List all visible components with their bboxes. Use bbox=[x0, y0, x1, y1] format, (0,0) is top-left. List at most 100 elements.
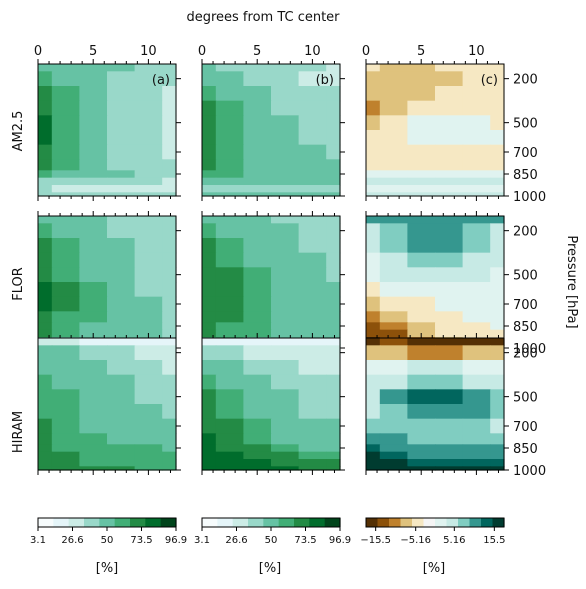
heatmap-cell bbox=[435, 64, 463, 72]
heatmap-cell bbox=[490, 159, 504, 171]
heatmap-cell bbox=[435, 452, 463, 460]
heatmap-cell bbox=[326, 282, 340, 297]
heatmap-cell bbox=[107, 253, 135, 268]
heatmap-cell bbox=[243, 389, 271, 404]
heatmap-cell bbox=[107, 170, 135, 178]
heatmap-cell bbox=[38, 64, 52, 72]
panel-letter: (b) bbox=[316, 73, 334, 88]
heatmap-cell bbox=[435, 253, 463, 268]
x-tick-label: 0 bbox=[34, 44, 42, 59]
heatmap-cell bbox=[243, 238, 271, 253]
heatmap-cell bbox=[135, 64, 163, 72]
heatmap-cell bbox=[490, 253, 504, 268]
heatmap-cell bbox=[407, 452, 435, 460]
heatmap-cell bbox=[490, 452, 504, 460]
heatmap-cell bbox=[243, 253, 271, 268]
heatmap-cell bbox=[79, 322, 107, 330]
heatmap-cell bbox=[107, 178, 135, 186]
colorbar-tick-label: 50 bbox=[265, 535, 278, 546]
heatmap-cell bbox=[407, 216, 435, 224]
heatmap-cell bbox=[299, 145, 327, 160]
heatmap-cell bbox=[107, 101, 135, 116]
panel-2-2 bbox=[202, 211, 345, 353]
heatmap-cell bbox=[326, 444, 340, 452]
heatmap-cell bbox=[299, 159, 327, 171]
heatmap-cell bbox=[271, 338, 299, 346]
heatmap-cell bbox=[407, 297, 435, 312]
heatmap-cell bbox=[162, 145, 176, 160]
heatmap-cell bbox=[243, 444, 271, 452]
heatmap-cell bbox=[135, 267, 163, 282]
colorbar-swatch bbox=[424, 518, 436, 527]
heatmap-cell bbox=[407, 223, 435, 238]
heatmap-cell bbox=[243, 267, 271, 282]
heatmap-cell bbox=[38, 375, 52, 390]
heatmap-cell bbox=[202, 360, 216, 375]
heatmap-cell bbox=[135, 253, 163, 268]
heatmap-cell bbox=[135, 145, 163, 160]
heatmap-cell bbox=[463, 216, 491, 224]
colorbar-tick-label: 3.1 bbox=[194, 535, 210, 546]
heatmap-cell bbox=[202, 267, 216, 282]
heatmap-cell bbox=[380, 86, 408, 101]
heatmap-cell bbox=[162, 452, 176, 460]
heatmap-cell bbox=[243, 452, 271, 460]
heatmap-cell bbox=[135, 159, 163, 171]
heatmap-cell bbox=[52, 238, 80, 253]
heatmap-cell bbox=[299, 322, 327, 330]
heatmap-cell bbox=[463, 338, 491, 346]
colorbar-swatch bbox=[294, 518, 310, 527]
heatmap-cell bbox=[202, 297, 216, 312]
heatmap-cell bbox=[326, 322, 340, 330]
heatmap-cell bbox=[407, 101, 435, 116]
heatmap-cell bbox=[435, 238, 463, 253]
heatmap-cell bbox=[463, 101, 491, 116]
heatmap-cell bbox=[162, 459, 176, 467]
heatmap-cell bbox=[463, 404, 491, 419]
heatmap-cell bbox=[52, 178, 80, 186]
x-tick-label: 0 bbox=[362, 44, 370, 59]
heatmap-cell bbox=[490, 115, 504, 130]
heatmap-cell bbox=[216, 64, 244, 72]
heatmap-cell bbox=[271, 145, 299, 160]
heatmap-cell bbox=[299, 444, 327, 452]
heatmap-cell bbox=[107, 115, 135, 130]
heatmap-cell bbox=[490, 101, 504, 116]
heatmap-cell bbox=[243, 101, 271, 116]
heatmap-cell bbox=[243, 86, 271, 101]
heatmap-cell bbox=[107, 267, 135, 282]
heatmap-cell bbox=[299, 130, 327, 145]
heatmap-cell bbox=[135, 185, 163, 193]
heatmap-cell bbox=[52, 297, 80, 312]
heatmap-cell bbox=[435, 223, 463, 238]
heatmap-cell bbox=[326, 330, 340, 338]
heatmap-cell bbox=[271, 330, 299, 338]
heatmap-cell bbox=[38, 322, 52, 330]
heatmap-cell bbox=[107, 282, 135, 297]
heatmap-cell bbox=[202, 282, 216, 297]
heatmap-cell bbox=[463, 159, 491, 171]
heatmap-cell bbox=[380, 459, 408, 467]
heatmap-cell bbox=[107, 404, 135, 419]
heatmap-cell bbox=[38, 459, 52, 467]
heatmap-cell bbox=[162, 444, 176, 452]
heatmap-cell bbox=[135, 115, 163, 130]
heatmap-cell bbox=[271, 115, 299, 130]
heatmap-cell bbox=[271, 64, 299, 72]
heatmap-cell bbox=[38, 178, 52, 186]
heatmap-cell bbox=[366, 159, 380, 171]
heatmap-cell bbox=[79, 375, 107, 390]
heatmap-cell bbox=[490, 216, 504, 224]
heatmap-cell bbox=[326, 452, 340, 460]
colorbar-tick-label: 96.9 bbox=[329, 535, 351, 546]
heatmap-cell bbox=[202, 322, 216, 330]
colorbar-3: −15.5 −5.16 5.16 15.5 bbox=[360, 518, 505, 546]
heatmap-cell bbox=[243, 297, 271, 312]
colorbar-tick-label: 96.9 bbox=[165, 535, 187, 546]
heatmap-cell bbox=[463, 345, 491, 360]
heatmap-cell bbox=[299, 216, 327, 224]
heatmap-cell bbox=[326, 170, 340, 178]
heatmap-cell bbox=[435, 404, 463, 419]
heatmap-cell bbox=[366, 71, 380, 86]
heatmap-cell bbox=[243, 311, 271, 323]
